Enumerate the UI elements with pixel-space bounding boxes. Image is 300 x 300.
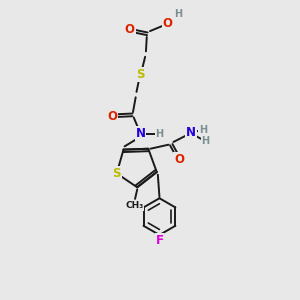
Text: H: H: [202, 136, 210, 146]
Text: H: H: [199, 125, 207, 135]
Text: S: S: [136, 68, 145, 81]
Text: O: O: [163, 16, 172, 29]
Text: O: O: [107, 110, 117, 123]
Text: F: F: [155, 234, 164, 248]
Text: S: S: [112, 167, 121, 180]
Text: O: O: [174, 153, 184, 166]
Text: CH₃: CH₃: [125, 201, 144, 210]
Text: O: O: [125, 23, 135, 36]
Text: H: H: [174, 8, 182, 19]
Text: N: N: [136, 127, 146, 140]
Text: H: H: [155, 129, 164, 139]
Text: N: N: [186, 126, 196, 139]
